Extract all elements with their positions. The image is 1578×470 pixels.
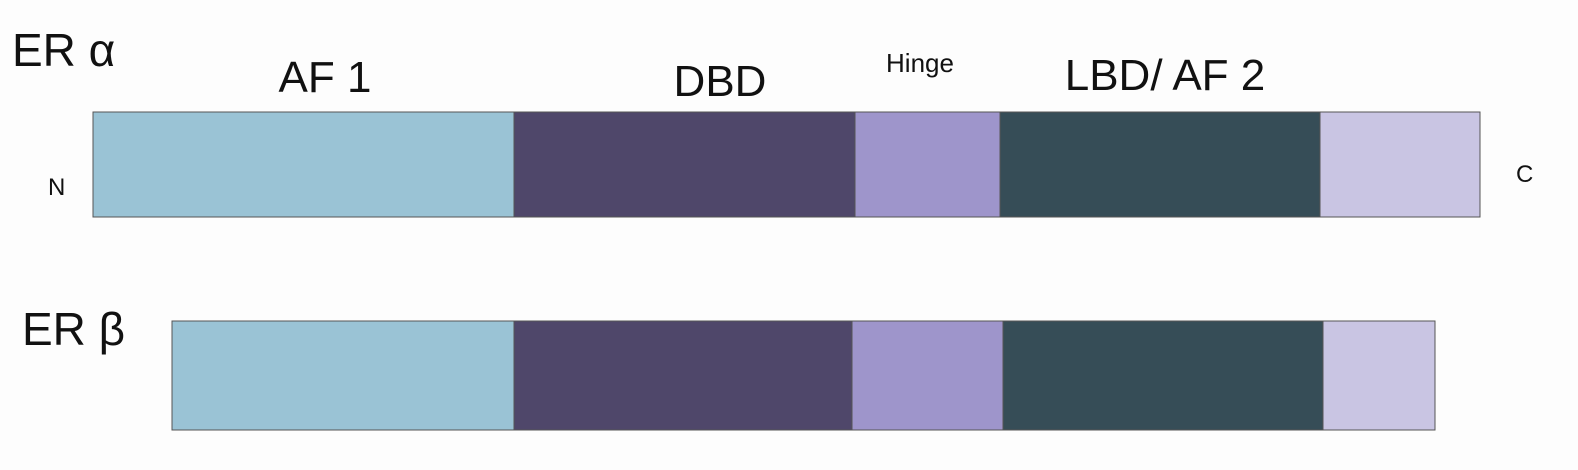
- domain-label: Hinge: [886, 48, 954, 78]
- af1-domain: [171, 320, 515, 431]
- lbd-domain: [1002, 320, 1324, 431]
- dbd-domain: [513, 320, 853, 431]
- terminus-label: C: [1516, 161, 1533, 188]
- er-beta-bar: [171, 320, 1436, 431]
- domain-label: DBD: [674, 57, 767, 106]
- domain-label: AF 1: [279, 53, 372, 102]
- f-domain: [1322, 320, 1436, 431]
- protein-label: ER β: [22, 303, 125, 355]
- lbd-domain: [999, 111, 1321, 218]
- terminus-label: N: [48, 174, 65, 201]
- protein-label: ER α: [12, 24, 115, 76]
- f-domain: [1319, 111, 1481, 218]
- hinge-domain: [854, 111, 1001, 218]
- er-alpha-bar: [92, 111, 1481, 218]
- af1-domain: [92, 111, 515, 218]
- hinge-domain: [851, 320, 1004, 431]
- dbd-domain: [513, 111, 856, 218]
- domain-label: LBD/ AF 2: [1065, 51, 1266, 100]
